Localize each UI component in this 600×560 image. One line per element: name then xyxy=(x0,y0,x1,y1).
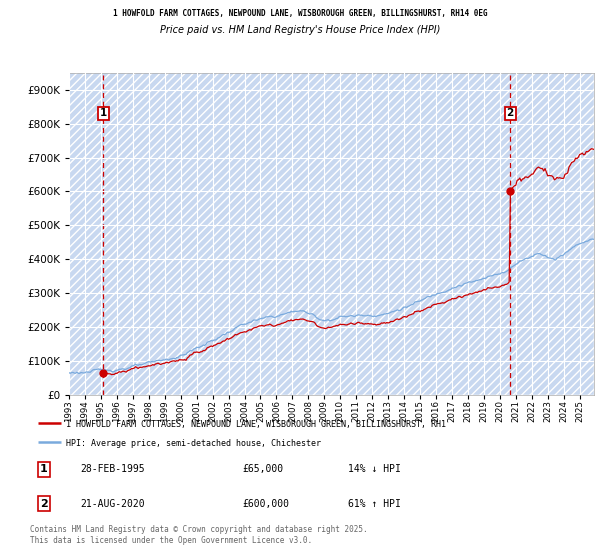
Text: 28-FEB-1995: 28-FEB-1995 xyxy=(80,464,145,474)
Text: 14% ↓ HPI: 14% ↓ HPI xyxy=(348,464,401,474)
Text: £65,000: £65,000 xyxy=(242,464,283,474)
Text: 2: 2 xyxy=(506,109,514,119)
Text: 61% ↑ HPI: 61% ↑ HPI xyxy=(348,498,401,508)
Text: 1 HOWFOLD FARM COTTAGES, NEWPOUND LANE, WISBOROUGH GREEN, BILLINGSHURST, RH1: 1 HOWFOLD FARM COTTAGES, NEWPOUND LANE, … xyxy=(66,420,446,429)
Text: £600,000: £600,000 xyxy=(242,498,289,508)
Text: HPI: Average price, semi-detached house, Chichester: HPI: Average price, semi-detached house,… xyxy=(66,438,321,447)
Text: 1: 1 xyxy=(40,464,48,474)
Text: Price paid vs. HM Land Registry's House Price Index (HPI): Price paid vs. HM Land Registry's House … xyxy=(160,25,440,35)
Text: Contains HM Land Registry data © Crown copyright and database right 2025.
This d: Contains HM Land Registry data © Crown c… xyxy=(30,525,368,545)
Text: 21-AUG-2020: 21-AUG-2020 xyxy=(80,498,145,508)
Text: 2: 2 xyxy=(40,498,48,508)
Text: 1: 1 xyxy=(100,109,107,119)
Text: 1 HOWFOLD FARM COTTAGES, NEWPOUND LANE, WISBOROUGH GREEN, BILLINGSHURST, RH14 0E: 1 HOWFOLD FARM COTTAGES, NEWPOUND LANE, … xyxy=(113,9,487,18)
